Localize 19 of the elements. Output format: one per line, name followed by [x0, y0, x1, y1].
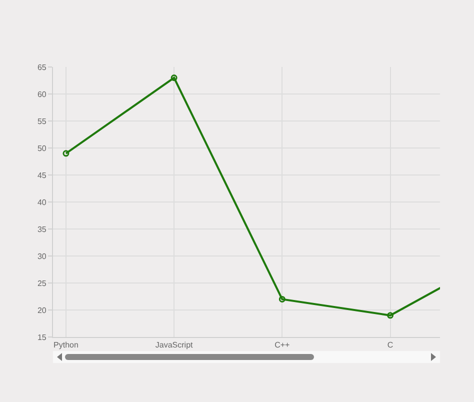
point	[387, 312, 394, 319]
x-tick-label: C++	[274, 340, 290, 350]
y-tick-label: 15	[37, 332, 47, 342]
point	[278, 296, 286, 302]
y-tick-label: 40	[37, 198, 47, 207]
y-tick-label: 25	[37, 278, 47, 288]
x-tick-label: JavaScript	[155, 340, 194, 350]
x-tick-label: Python	[54, 340, 78, 350]
point	[62, 150, 70, 157]
y-tick-label: 30	[37, 252, 47, 261]
x-tick-label: C	[387, 340, 394, 350]
y-tick-label: 65	[37, 62, 47, 72]
y-tick-label: 60	[37, 90, 47, 99]
point	[170, 74, 178, 82]
y-tick-label: 35	[37, 224, 47, 234]
y-tick-label: 50	[37, 144, 47, 153]
y-tick-label: 20	[37, 306, 47, 315]
y-tick-label: 45	[37, 170, 47, 180]
y-tick-label: 55	[37, 116, 47, 126]
